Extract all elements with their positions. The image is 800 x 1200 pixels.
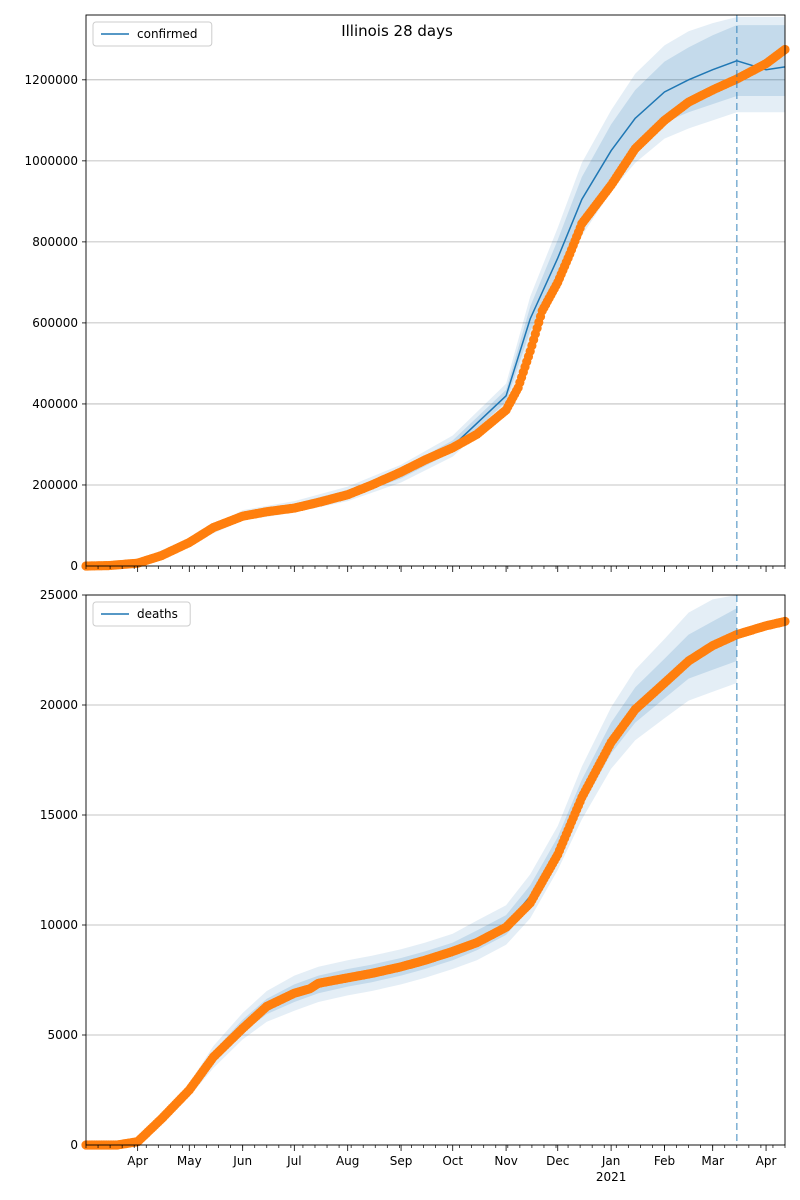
x-tick-label: Jun [232,1154,252,1168]
panel-1: 0 200000 400000 600000 800000 1000000 1200000 c… [25,14,790,573]
legend: confirmed [92,21,213,47]
legend-box [92,601,191,627]
y-tick-label: 5000 [47,1028,78,1042]
legend-label: deaths [137,607,178,621]
x-tick-label: Aug [336,1154,359,1168]
y-tick-label: 20000 [40,698,78,712]
x-tick-label: Sep [390,1154,413,1168]
x-tick-sublabel: 2021 [596,1170,627,1184]
y-tick-label: 25000 [40,588,78,602]
x-tick-label: Apr [127,1154,148,1168]
x-tick-label: Mar [701,1154,724,1168]
outer-uncertainty-band [86,595,737,1145]
x-tick-label: Jan [601,1154,621,1168]
panel-2: 0 5000 10000 15000 20000 25000 Apr May Jun Jul Aug… [40,588,790,1184]
series-line-confirmed [85,59,786,567]
observed-points [81,44,790,571]
y-tick-label: 15000 [40,808,78,822]
x-tick-label: Dec [546,1154,569,1168]
y-tick-label: 1000000 [25,154,78,168]
outer-uncertainty-band [86,17,785,566]
inner-uncertainty-band [86,25,785,566]
inner-uncertainty-band [86,608,737,1145]
legend-label: confirmed [137,27,198,41]
x-tick-label: Apr [756,1154,777,1168]
chart-title: Illinois 28 days [341,22,453,40]
y-tick-label: 0 [70,1138,78,1152]
legend-box [92,21,213,47]
y-tick-label: 1200000 [25,73,78,87]
observed-points [81,616,790,1150]
y-tick-label: 400000 [32,397,78,411]
legend: deaths [92,601,191,627]
x-tick-label: Oct [442,1154,463,1168]
x-tick-label: Feb [654,1154,675,1168]
x-tick-label: Nov [494,1154,517,1168]
y-tick-label: 600000 [32,316,78,330]
y-tick-label: 200000 [32,478,78,492]
x-tick-label: May [177,1154,202,1168]
y-tick-label: 0 [70,559,78,573]
x-tick-label: Jul [286,1154,301,1168]
y-tick-label: 10000 [40,918,78,932]
y-tick-label: 800000 [32,235,78,249]
